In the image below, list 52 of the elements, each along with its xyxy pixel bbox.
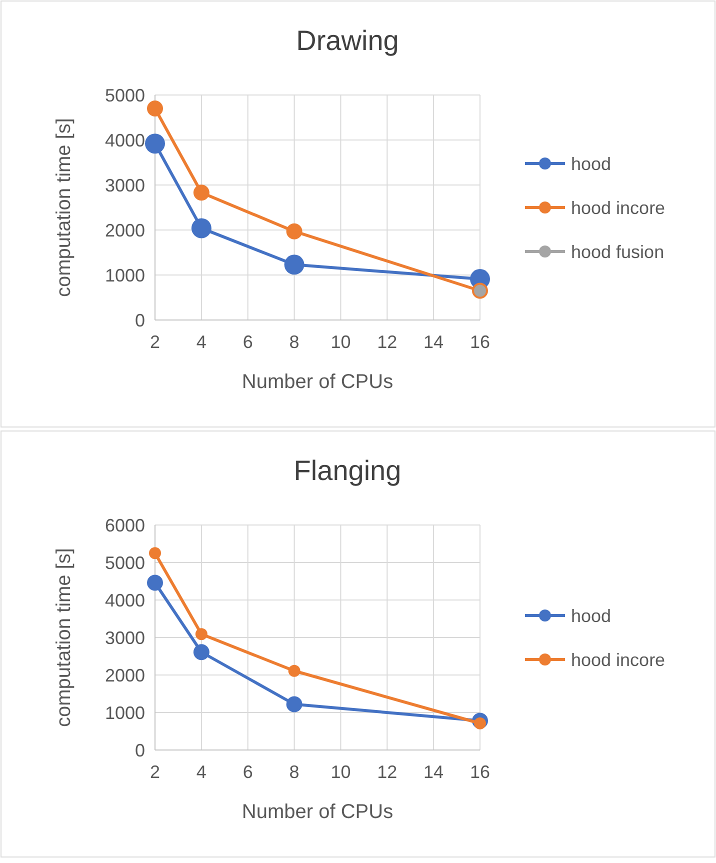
x-tick-label: 4 <box>196 762 206 782</box>
y-tick-label: 3000 <box>104 628 145 648</box>
point <box>286 696 302 712</box>
point <box>195 628 208 640</box>
point <box>145 134 165 154</box>
point <box>149 547 161 560</box>
x-tick-label: 14 <box>424 762 444 782</box>
x-tick-label: 10 <box>330 332 351 352</box>
y-tick-label: 5000 <box>104 85 145 106</box>
point <box>191 218 212 238</box>
x-tick-label: 12 <box>377 762 398 782</box>
x-tick-label: 12 <box>377 332 398 352</box>
legend-label: hood fusion <box>571 242 664 262</box>
point <box>284 254 304 275</box>
point <box>193 184 210 201</box>
y-tick-label: 4000 <box>104 590 145 610</box>
x-tick-label: 2 <box>150 332 160 352</box>
y-tick-label: 4000 <box>104 130 145 150</box>
x-tick-label: 10 <box>330 762 351 782</box>
x-tick-label: 2 <box>150 762 160 782</box>
y-tick-label: 2000 <box>104 220 145 240</box>
y-tick-label: 0 <box>134 740 145 760</box>
point <box>147 100 163 116</box>
point <box>286 223 302 240</box>
x-tick-label: 16 <box>470 762 490 782</box>
chart-title: Drawing <box>296 25 399 56</box>
x-tick-label: 16 <box>470 332 490 352</box>
y-axis-title: computation time [s] <box>53 118 75 297</box>
point <box>193 644 210 660</box>
y-tick-label: 0 <box>134 310 145 330</box>
y-tick-label: 2000 <box>104 665 145 686</box>
x-tick-label: 6 <box>242 332 253 352</box>
y-tick-label: 1000 <box>104 702 145 723</box>
y-axis-title: computation time [s] <box>53 548 75 727</box>
x-axis-title: Number of CPUs <box>242 371 394 393</box>
y-tick-label: 3000 <box>104 175 145 196</box>
chart-title: Flanging <box>294 455 402 486</box>
point <box>147 574 163 591</box>
y-tick-label: 5000 <box>104 552 145 573</box>
x-tick-label: 4 <box>196 332 206 352</box>
legend-label: hood incore <box>571 650 666 670</box>
y-tick-label: 6000 <box>104 515 145 536</box>
y-tick-label: 1000 <box>104 265 145 286</box>
legend-label: hood incore <box>571 198 666 218</box>
x-tick-label: 6 <box>242 762 253 782</box>
x-axis-title: Number of CPUs <box>242 801 394 823</box>
legend-label: hood <box>571 606 612 626</box>
point <box>288 664 300 677</box>
x-tick-label: 8 <box>289 332 300 352</box>
x-tick-label: 8 <box>289 762 300 782</box>
legend-label: hood <box>571 154 612 174</box>
x-tick-label: 14 <box>424 332 444 352</box>
